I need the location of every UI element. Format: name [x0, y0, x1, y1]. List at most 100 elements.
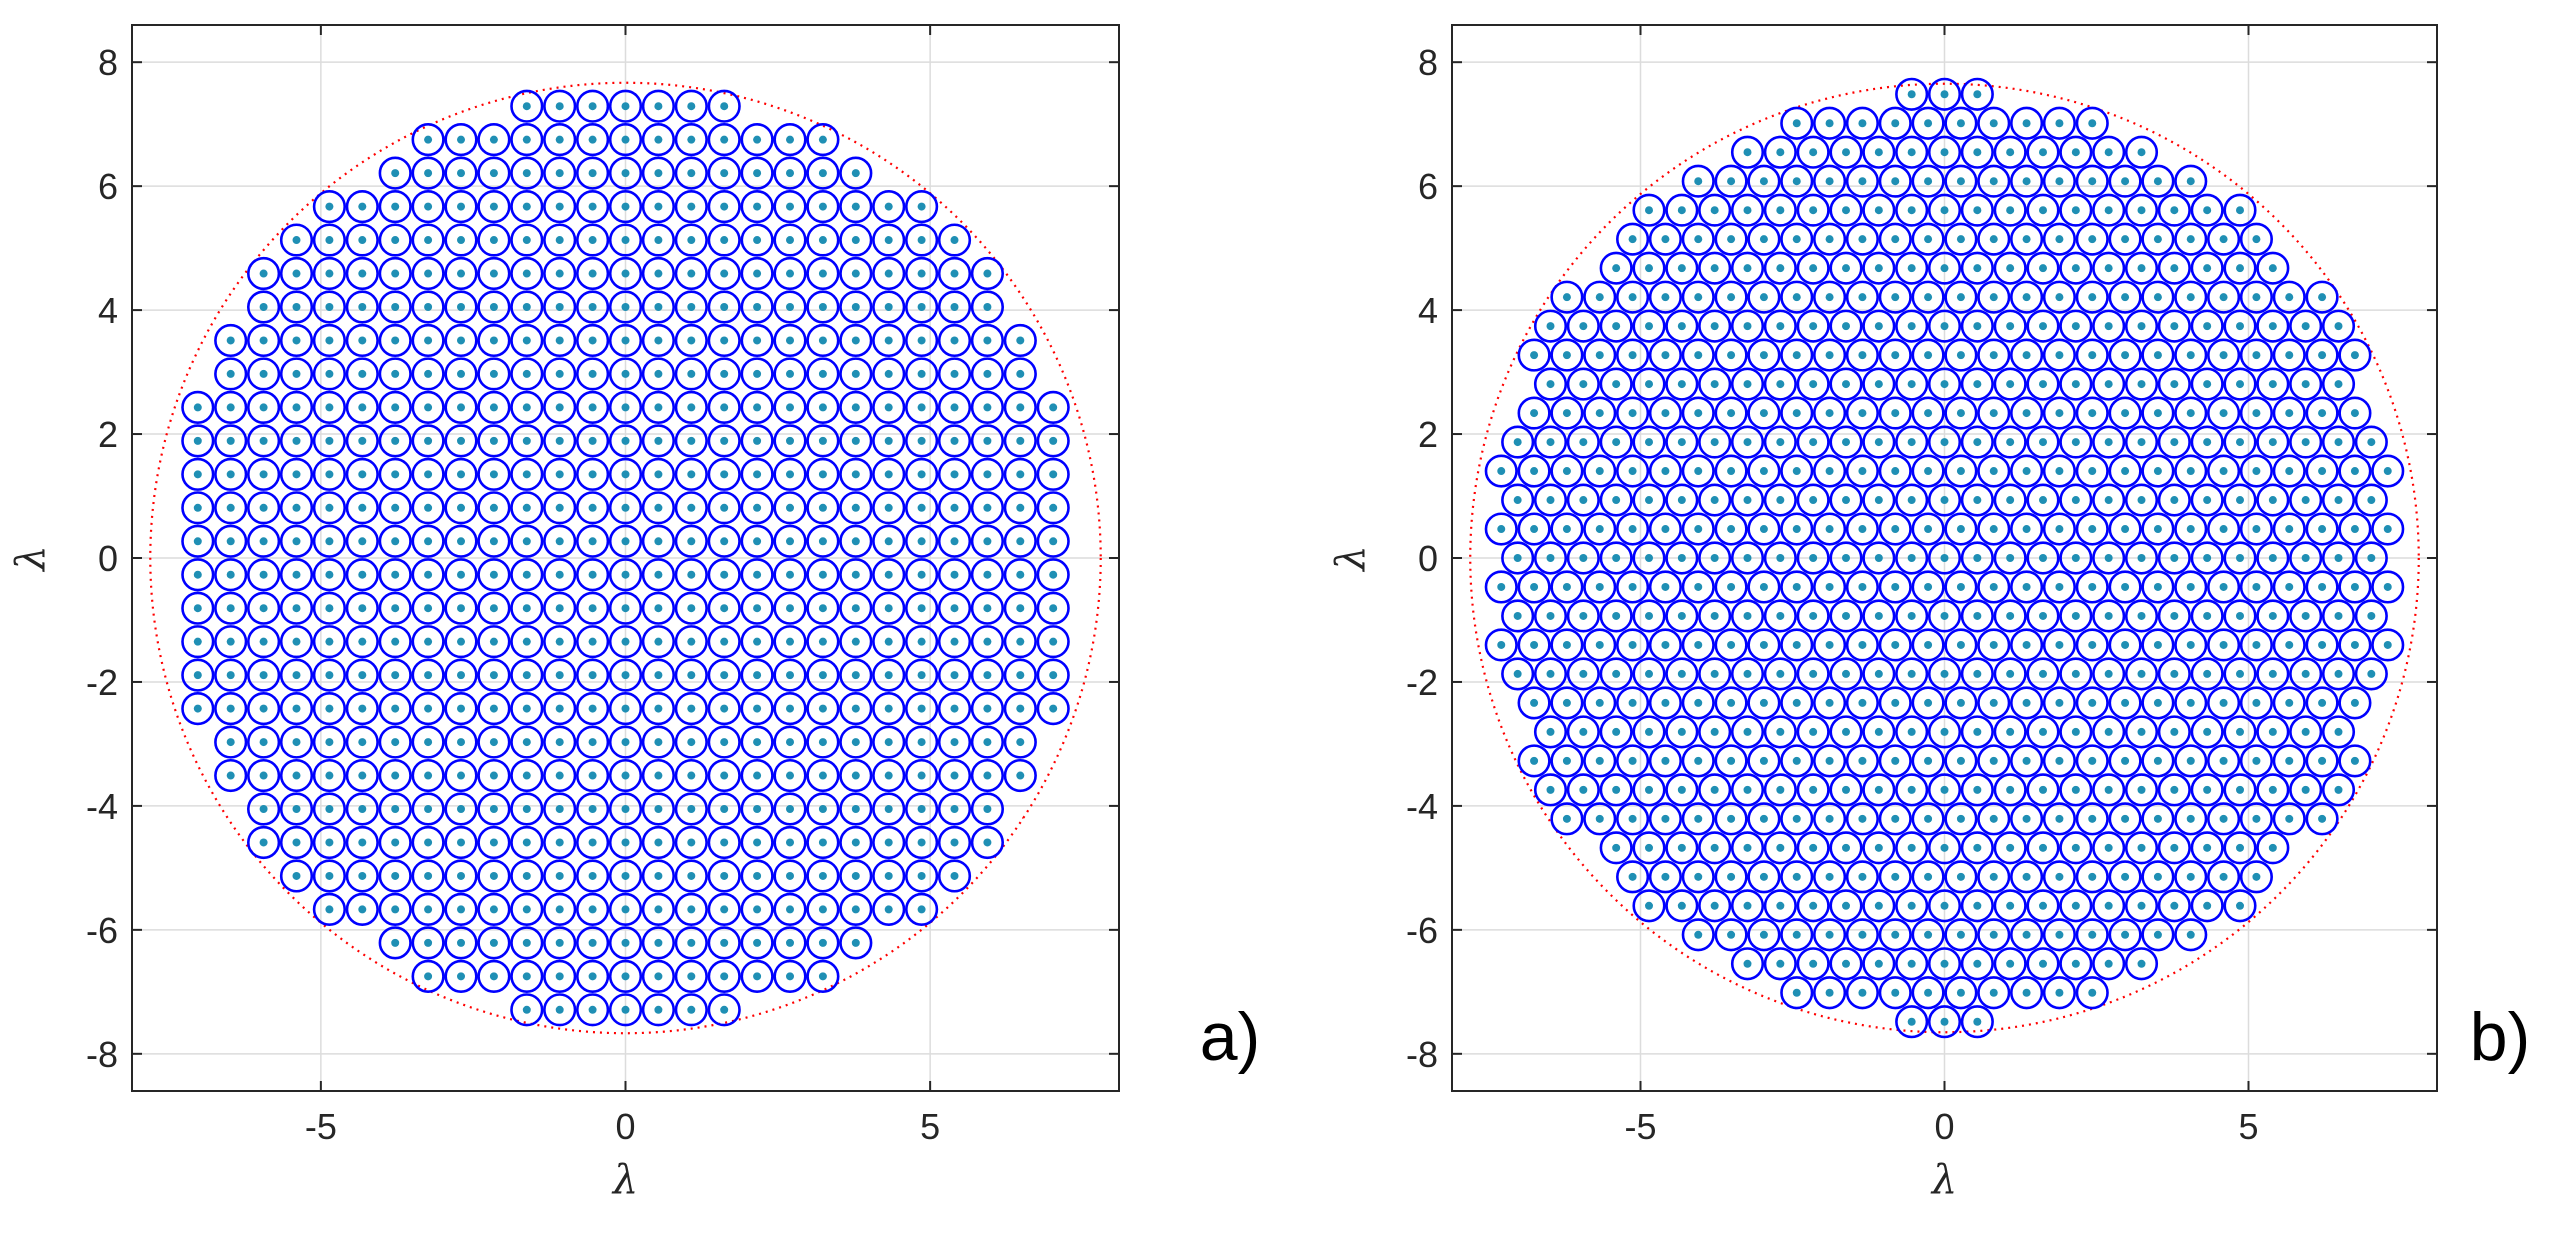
element-outline — [2010, 396, 2044, 430]
element-center — [2350, 582, 2359, 591]
element-center — [424, 671, 433, 680]
element-center — [2334, 611, 2343, 620]
element-outline — [1517, 454, 1551, 488]
element-outline — [1730, 541, 1765, 575]
element-outline — [345, 357, 379, 391]
element-center — [391, 336, 400, 345]
element-center — [851, 169, 860, 178]
element-center — [884, 905, 893, 914]
element-center — [983, 671, 992, 680]
element-center — [2121, 409, 2130, 418]
element-center — [654, 302, 663, 311]
element-center — [588, 671, 597, 680]
element-outline — [2141, 280, 2175, 314]
element-outline — [707, 625, 741, 659]
element-outline — [1796, 773, 1830, 807]
element-center — [2268, 843, 2277, 852]
element-center — [193, 604, 202, 613]
element-center — [1530, 698, 1539, 707]
element-outline — [312, 524, 346, 558]
element-center — [193, 537, 202, 546]
element-outline — [345, 491, 379, 525]
element-center — [1956, 525, 1965, 534]
element-center — [917, 637, 926, 646]
element-center — [2039, 669, 2047, 678]
element-center — [555, 202, 564, 211]
element-outline — [2157, 773, 2191, 807]
element-center — [2104, 843, 2113, 852]
element-center — [1858, 872, 1867, 881]
element-outline — [1927, 309, 1962, 343]
element-outline — [1648, 338, 1682, 372]
element-outline — [1829, 135, 1863, 169]
element-center — [2104, 785, 2113, 794]
element-center — [818, 135, 827, 144]
element-outline — [1829, 193, 1863, 227]
element-center — [2170, 669, 2179, 678]
element-center — [1049, 470, 1058, 479]
element-outline — [1944, 918, 1978, 952]
element-center — [2088, 814, 2097, 823]
element-center — [1049, 604, 1058, 613]
element-outline — [1763, 193, 1797, 227]
element-outline — [2108, 396, 2142, 430]
element-center — [1016, 336, 1025, 345]
element-center — [621, 805, 630, 814]
element-center — [2252, 756, 2261, 765]
element-outline — [839, 792, 873, 826]
element-outline — [279, 524, 314, 558]
element-outline — [2075, 512, 2109, 546]
element-center — [1694, 177, 1703, 186]
element-outline — [1977, 570, 2011, 604]
element-outline — [2305, 628, 2339, 662]
element-center — [851, 905, 860, 914]
element-outline — [279, 825, 314, 860]
element-outline — [641, 357, 675, 391]
element-center — [1842, 901, 1850, 910]
element-center — [522, 537, 531, 546]
element-center — [555, 637, 564, 646]
element-outline — [477, 357, 511, 391]
element-outline — [2042, 860, 2076, 894]
element-center — [2268, 554, 2277, 562]
element-center — [2006, 496, 2015, 505]
element-center — [391, 269, 400, 278]
element-center — [1989, 930, 1998, 939]
element-center — [753, 202, 762, 211]
element-outline — [2371, 570, 2405, 604]
element-outline — [345, 558, 379, 592]
element-center — [687, 369, 696, 378]
element-outline — [312, 591, 346, 625]
element-outline — [641, 658, 675, 692]
element-center — [1677, 611, 1686, 620]
element-center — [292, 369, 301, 378]
element-center — [489, 871, 498, 880]
element-center — [2334, 380, 2343, 389]
element-center — [2022, 119, 2031, 128]
y-tick-label: 4 — [1418, 290, 1438, 331]
element-center — [2137, 611, 2146, 620]
element-center — [292, 838, 301, 847]
element-center — [555, 336, 564, 345]
element-center — [1874, 785, 1883, 794]
element-center — [2236, 843, 2244, 852]
element-center — [1727, 814, 1736, 823]
element-center — [1792, 409, 1801, 418]
element-center — [2334, 669, 2343, 678]
element-outline — [1714, 338, 1748, 372]
element-center — [654, 604, 663, 613]
element-outline — [411, 859, 445, 893]
element-center — [753, 771, 762, 780]
element-center — [2203, 611, 2212, 620]
element-outline — [2256, 425, 2290, 459]
element-center — [720, 470, 729, 479]
element-center — [1645, 380, 1653, 389]
element-center — [2268, 496, 2277, 505]
element-center — [786, 938, 794, 947]
element-outline — [1632, 541, 1666, 575]
element-outline — [674, 692, 708, 726]
element-center — [1842, 611, 1850, 620]
element-center — [753, 537, 762, 546]
element-outline — [2075, 628, 2109, 662]
element-outline — [1681, 802, 1715, 836]
